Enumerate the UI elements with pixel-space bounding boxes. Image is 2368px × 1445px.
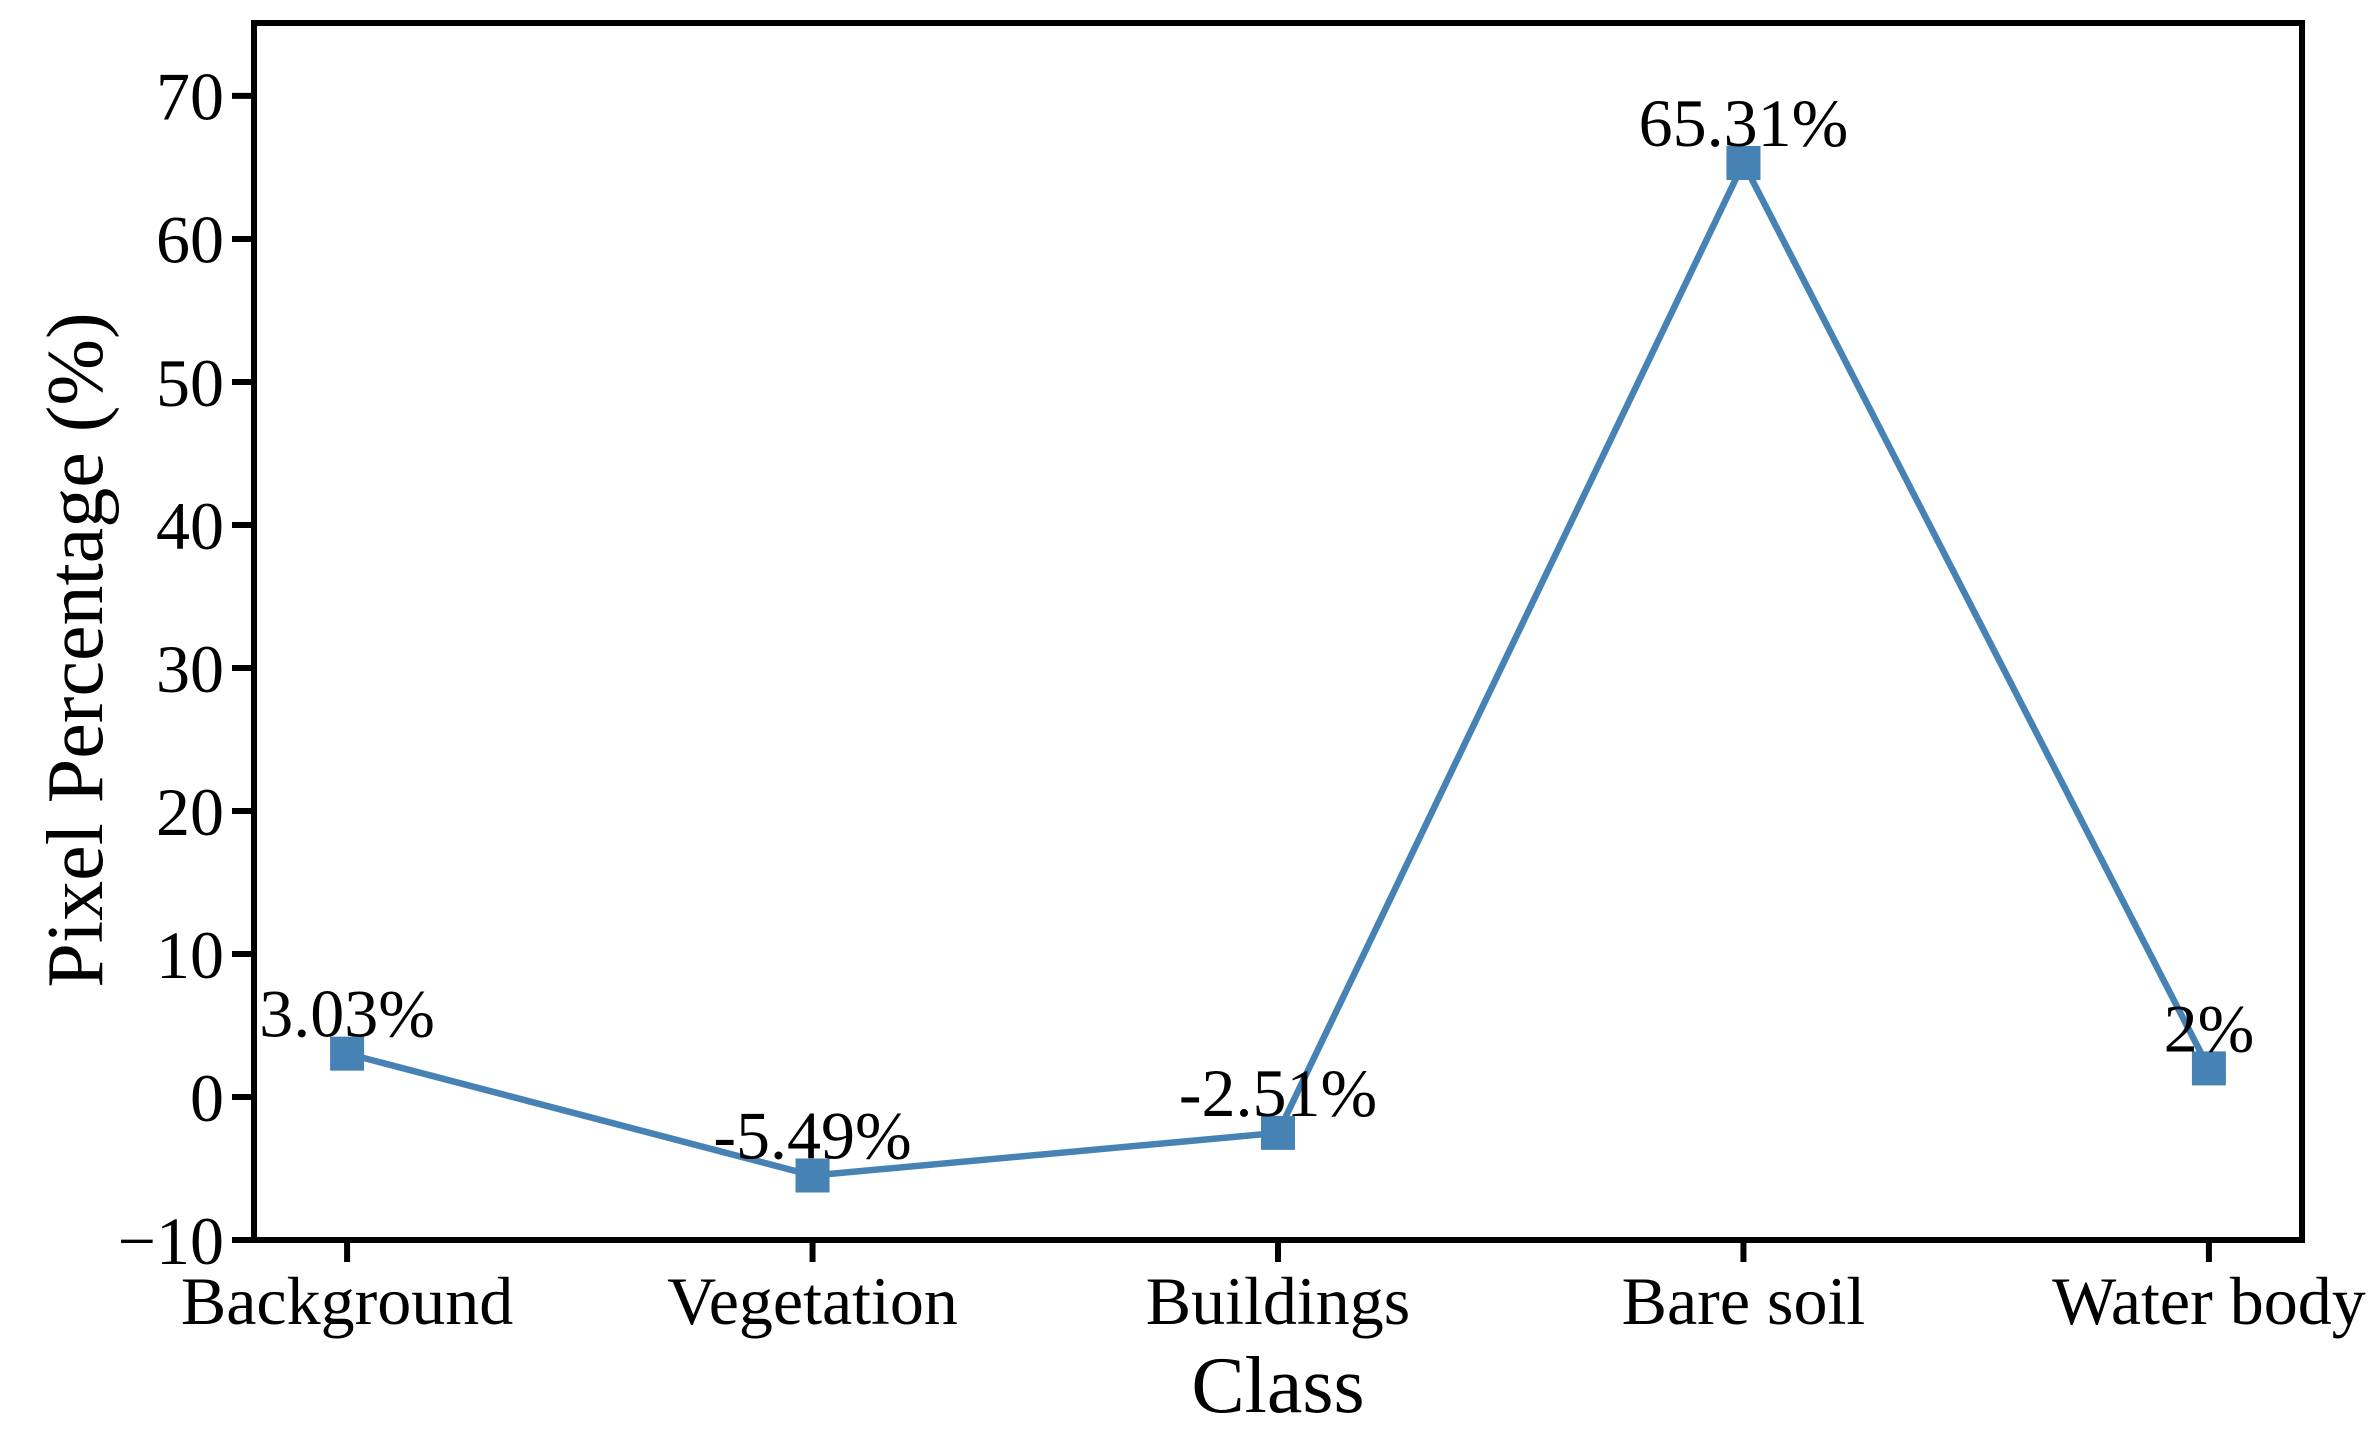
x-axis-title: Class [1191, 1342, 1364, 1430]
y-axis: 70 60 50 40 30 20 10 0 −10 [118, 59, 254, 1279]
point-labels: 3.03% -5.49% -2.51% 65.31% 2% [259, 85, 2254, 1173]
x-tick-label: Buildings [1146, 1263, 1411, 1339]
x-tick-label: Bare soil [1622, 1263, 1866, 1339]
point-label: 65.31% [1639, 85, 1849, 161]
y-tick-label: −10 [118, 1203, 224, 1279]
point-label: -5.49% [713, 1098, 911, 1174]
y-axis-title: Pixel Percentage (%) [32, 312, 120, 987]
data-point-marker [330, 1036, 365, 1071]
data-point-marker [2191, 1051, 2226, 1086]
y-tick-label: 50 [156, 345, 224, 421]
y-tick-label: 70 [156, 59, 224, 135]
x-tick-label: Water body [2052, 1263, 2366, 1339]
point-label: -2.51% [1179, 1055, 1377, 1131]
y-tick-label: 0 [190, 1060, 224, 1136]
y-tick-label: 60 [156, 202, 224, 278]
data-point-marker [795, 1158, 830, 1193]
point-label: 2% [2164, 990, 2255, 1066]
data-point-marker [1261, 1115, 1295, 1150]
data-markers [330, 146, 2226, 1193]
y-tick-label: 30 [156, 631, 224, 707]
x-axis: Background Vegetation Buildings Bare soil Wa… [181, 1240, 2366, 1339]
y-tick-label: 40 [156, 488, 224, 564]
point-label: 3.03% [259, 976, 435, 1052]
x-tick-label: Background [181, 1263, 513, 1339]
x-tick-label: Vegetation [667, 1263, 958, 1339]
data-point-marker [1726, 146, 1761, 181]
y-tick-label: 10 [156, 917, 224, 993]
data-line [343, 159, 2213, 1179]
y-tick-label: 20 [156, 774, 224, 850]
